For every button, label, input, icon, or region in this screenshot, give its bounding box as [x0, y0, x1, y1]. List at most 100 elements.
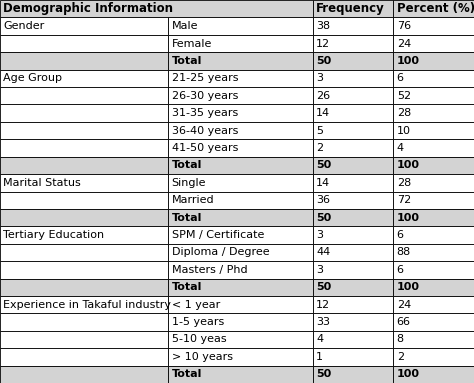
Text: 26: 26	[316, 91, 330, 101]
Text: 14: 14	[316, 178, 330, 188]
Text: 4: 4	[316, 334, 323, 344]
Text: 44: 44	[316, 247, 330, 257]
Bar	[393, 139, 474, 157]
Bar	[393, 17, 474, 35]
Text: Male: Male	[172, 21, 198, 31]
Text: 100: 100	[397, 160, 420, 170]
Text: 50: 50	[316, 213, 331, 223]
Text: 12: 12	[316, 300, 330, 310]
Text: 1: 1	[316, 352, 323, 362]
Text: 10: 10	[397, 126, 411, 136]
Text: 28: 28	[397, 108, 411, 118]
Bar	[313, 278, 393, 296]
Text: 28: 28	[397, 178, 411, 188]
Bar	[168, 52, 313, 70]
Bar	[168, 70, 313, 87]
Text: Total: Total	[172, 369, 202, 379]
Text: 26-30 years: 26-30 years	[172, 91, 238, 101]
Text: 12: 12	[316, 39, 330, 49]
Text: 76: 76	[397, 21, 411, 31]
Text: 66: 66	[397, 317, 411, 327]
Text: Total: Total	[172, 56, 202, 66]
Text: 50: 50	[316, 369, 331, 379]
Text: 33: 33	[316, 317, 330, 327]
Text: < 1 year: < 1 year	[172, 300, 220, 310]
Text: 3: 3	[316, 265, 323, 275]
Text: 24: 24	[397, 300, 411, 310]
Text: 100: 100	[397, 56, 420, 66]
Bar	[313, 226, 393, 244]
Text: 2: 2	[316, 143, 323, 153]
Bar	[168, 209, 313, 226]
Bar	[0, 105, 168, 122]
Bar	[393, 296, 474, 313]
Bar	[168, 313, 313, 331]
Bar	[168, 366, 313, 383]
Bar	[168, 35, 313, 52]
Text: 3: 3	[316, 230, 323, 240]
Text: Masters / Phd: Masters / Phd	[172, 265, 247, 275]
Bar	[313, 105, 393, 122]
Bar	[313, 313, 393, 331]
Bar	[0, 296, 168, 313]
Text: 100: 100	[397, 369, 420, 379]
Bar	[393, 70, 474, 87]
Bar	[0, 331, 168, 348]
Bar	[313, 366, 393, 383]
Bar	[393, 87, 474, 105]
Bar	[393, 261, 474, 278]
Bar	[168, 348, 313, 366]
Bar	[313, 244, 393, 261]
Text: Total: Total	[172, 282, 202, 292]
Text: SPM / Certificate: SPM / Certificate	[172, 230, 264, 240]
Bar	[168, 331, 313, 348]
Text: 50: 50	[316, 282, 331, 292]
Bar	[168, 122, 313, 139]
Bar	[393, 192, 474, 209]
Text: Gender: Gender	[3, 21, 45, 31]
Bar	[0, 209, 168, 226]
Bar	[393, 105, 474, 122]
Text: 2: 2	[397, 352, 404, 362]
Bar	[393, 313, 474, 331]
Text: 5: 5	[316, 126, 323, 136]
Bar	[168, 244, 313, 261]
Bar	[168, 261, 313, 278]
Text: 100: 100	[397, 282, 420, 292]
Bar	[313, 122, 393, 139]
Bar	[313, 35, 393, 52]
Bar	[313, 87, 393, 105]
Text: 52: 52	[397, 91, 411, 101]
Bar	[313, 296, 393, 313]
Bar	[313, 261, 393, 278]
Bar	[313, 139, 393, 157]
Bar	[393, 226, 474, 244]
Text: 50: 50	[316, 160, 331, 170]
Bar	[313, 0, 393, 17]
Text: Frequency: Frequency	[316, 2, 385, 15]
Bar	[313, 17, 393, 35]
Text: 5-10 yeas: 5-10 yeas	[172, 334, 226, 344]
Bar	[168, 17, 313, 35]
Bar	[168, 139, 313, 157]
Text: 4: 4	[397, 143, 404, 153]
Bar	[393, 331, 474, 348]
Bar	[393, 366, 474, 383]
Text: Experience in Takaful industry: Experience in Takaful industry	[3, 300, 171, 310]
Bar	[168, 278, 313, 296]
Bar	[0, 192, 168, 209]
Text: 38: 38	[316, 21, 330, 31]
Text: Percent (%): Percent (%)	[397, 2, 474, 15]
Text: 100: 100	[397, 213, 420, 223]
Bar	[313, 157, 393, 174]
Text: Married: Married	[172, 195, 214, 205]
Text: Demographic Information: Demographic Information	[3, 2, 173, 15]
Text: Diploma / Degree: Diploma / Degree	[172, 247, 269, 257]
Bar	[0, 70, 168, 87]
Text: 1-5 years: 1-5 years	[172, 317, 224, 327]
Bar	[0, 366, 168, 383]
Bar	[393, 209, 474, 226]
Text: Total: Total	[172, 160, 202, 170]
Text: 31-35 years: 31-35 years	[172, 108, 238, 118]
Text: > 10 years: > 10 years	[172, 352, 233, 362]
